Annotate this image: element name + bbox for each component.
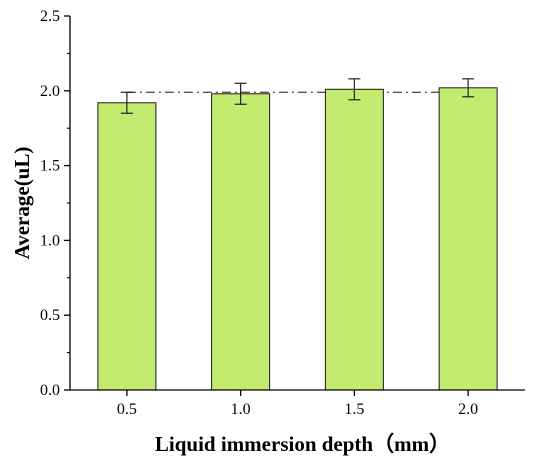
- x-axis-title: Liquid immersion depth（mm）: [155, 432, 450, 456]
- y-ticks: 0.0 0.5 1.0 1.5 2.0 2.5: [40, 8, 70, 399]
- x-tick-label: 0.5: [117, 401, 137, 418]
- bar-2.0: [438, 87, 498, 391]
- y-tick-label: 1.0: [40, 232, 60, 249]
- y-tick-label: 1.5: [40, 158, 60, 175]
- bar-1.5: [324, 88, 384, 391]
- x-ticks: 0.5 1.0 1.5 2.0: [117, 390, 478, 418]
- error-bars-layer: [120, 78, 475, 114]
- bar-1.0: [211, 93, 271, 391]
- y-tick-label: 0.5: [40, 307, 60, 324]
- y-tick-label: 0.0: [40, 382, 60, 399]
- y-tick-label: 2.5: [40, 8, 60, 25]
- bars-layer: [97, 87, 498, 391]
- x-tick-label: 1.0: [231, 401, 251, 418]
- y-axis-title: Average(uL): [10, 147, 34, 260]
- x-tick-label: 1.5: [344, 401, 364, 418]
- bar-0.5: [97, 102, 157, 391]
- x-tick-label: 2.0: [458, 401, 478, 418]
- y-tick-label: 2.0: [40, 83, 60, 100]
